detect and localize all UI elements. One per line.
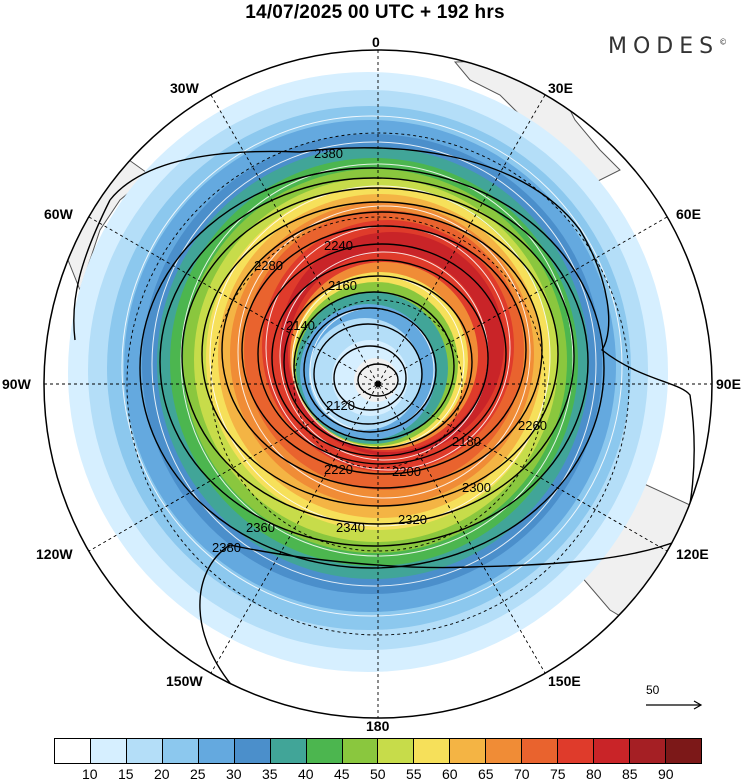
lon-label-30w: 30W: [170, 80, 199, 96]
colorbar-swatch: [450, 739, 487, 763]
colorbar-tick-label: 90: [658, 766, 674, 782]
colorbar-swatch: [414, 739, 451, 763]
contour-2220: [271, 259, 489, 457]
colorbar-tick-label: 40: [298, 766, 314, 782]
contour-2300: [201, 201, 559, 507]
lon-label-90w: 90W: [2, 376, 31, 392]
colorbar-swatch: [55, 739, 91, 763]
contour-label: 2340: [336, 520, 365, 535]
colorbar-tick-label: 30: [226, 766, 242, 782]
contour-2360: [139, 167, 605, 569]
contour-label: 2360: [246, 520, 275, 535]
contour-label: 2160: [328, 278, 357, 293]
colorbar-swatch: [378, 739, 415, 763]
contour-label: 2280: [254, 258, 283, 273]
lon-label-180: 180: [366, 718, 390, 734]
colorbar: [54, 738, 702, 764]
contour-2120: [333, 345, 407, 411]
reference-vector-label: 50: [646, 683, 660, 697]
contour-label: 2380: [314, 146, 343, 161]
colorbar-swatch: [162, 739, 199, 763]
colorbar-tick-label: 15: [118, 766, 134, 782]
colorbar-swatch: [270, 739, 307, 763]
lon-label-120e: 120E: [676, 546, 709, 562]
lon-label-60e: 60E: [676, 206, 701, 222]
colorbar-swatch: [306, 739, 343, 763]
lon-label-150w: 150W: [166, 673, 203, 689]
colorbar-tick-label: 50: [370, 766, 386, 782]
colorbar-tick-label: 75: [550, 766, 566, 782]
contour-label: 2140: [286, 318, 315, 333]
colorbar-tick-label: 35: [262, 766, 278, 782]
reference-vector-arrow: [646, 700, 703, 710]
colorbar-swatch: [522, 739, 559, 763]
contour-label: 2180: [452, 434, 481, 449]
colorbar-swatch: [198, 739, 235, 763]
height-contours: [73, 147, 695, 701]
contour-2380-outer: [109, 147, 695, 701]
contour-label: 2320: [398, 512, 427, 527]
colorbar-swatch: [234, 739, 271, 763]
contour-label: 2120: [326, 398, 355, 413]
lon-label-150e: 150E: [548, 673, 581, 689]
contour-2140: [313, 323, 423, 425]
colorbar-tick-label: 20: [154, 766, 170, 782]
colorbar-swatch: [126, 739, 163, 763]
contour-label: 2240: [324, 238, 353, 253]
map-boundary: [43, 49, 713, 719]
colorbar-swatch: [342, 739, 379, 763]
colorbar-tick-label: 80: [586, 766, 602, 782]
colorbar-tick-label: 85: [622, 766, 638, 782]
contour-label: 2220: [324, 462, 353, 477]
map-title: 14/07/2025 00 UTC + 192 hrs: [245, 2, 505, 23]
modes-logo: MODES©: [608, 34, 728, 59]
contour-label: 2300: [462, 480, 491, 495]
contour-2380-west: [73, 199, 111, 341]
polar-map: 2380 2380 2360 2340 2320 2300 2280 2260 …: [43, 49, 713, 719]
colorbar-swatch: [665, 739, 701, 763]
contour-2260: [241, 225, 527, 475]
colorbar-swatch: [486, 739, 523, 763]
contour-2280: [221, 211, 543, 489]
colorbar-tick-label: 45: [334, 766, 350, 782]
colorbar-swatch: [558, 739, 595, 763]
colorbar-tick-label: 25: [190, 766, 206, 782]
contour-2160: [303, 307, 437, 433]
lon-label-60w: 60W: [44, 206, 73, 222]
wind-speed-bands: [68, 72, 668, 672]
colorbar-swatch: [630, 739, 666, 763]
colorbar-tick-label: 70: [514, 766, 530, 782]
south-pole-marker: [375, 381, 381, 387]
colorbar-swatch: [594, 739, 630, 763]
contour-label: 2260: [518, 418, 547, 433]
lon-label-90e: 90E: [716, 376, 741, 392]
graticule: [44, 50, 712, 718]
contour-2180: [293, 291, 455, 441]
colorbar-tick-label: 60: [442, 766, 458, 782]
colorbar-tick-label: 65: [478, 766, 494, 782]
contour-2240: [257, 243, 507, 465]
contour-label: 2200: [392, 464, 421, 479]
colorbar-swatch: [90, 739, 127, 763]
colorbar-tick-label: 10: [82, 766, 98, 782]
lon-label-120w: 120W: [36, 546, 73, 562]
lon-label-30e: 30E: [548, 80, 573, 96]
colorbar-tick-label: 55: [406, 766, 422, 782]
contour-2340: [159, 177, 589, 547]
lon-label-0: 0: [372, 34, 380, 50]
contour-label: 2380: [212, 540, 241, 555]
contour-labels: 2380 2380 2360 2340 2320 2300 2280 2260 …: [212, 146, 547, 555]
